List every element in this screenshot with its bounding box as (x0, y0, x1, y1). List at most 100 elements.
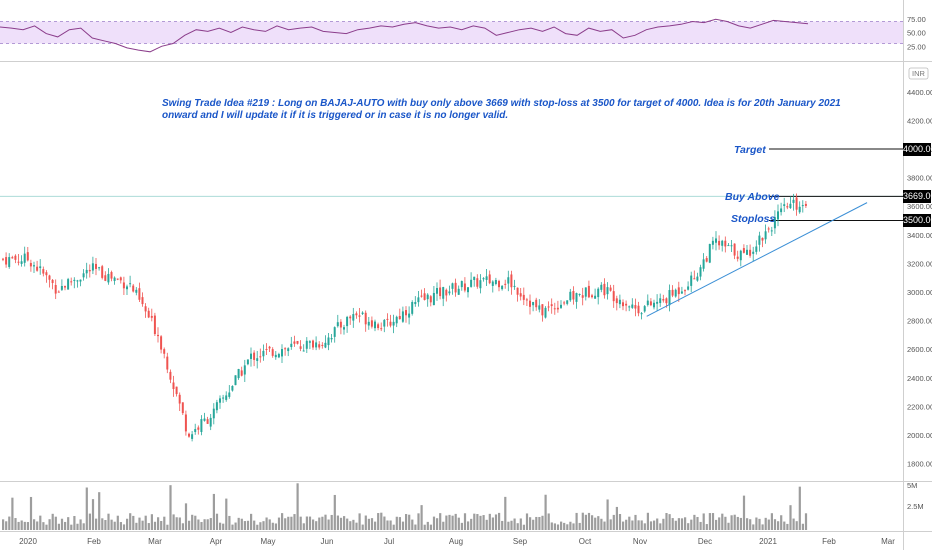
candle-body (8, 257, 11, 267)
volume-bar (401, 521, 405, 530)
volume-bar (20, 520, 23, 530)
volume-bar (693, 514, 696, 530)
candle-body (17, 261, 20, 263)
volume-bar (225, 498, 228, 530)
candle-body (200, 419, 203, 432)
candle-body (181, 402, 184, 414)
volume-bar (132, 515, 135, 530)
candle-body (625, 303, 628, 306)
candle-body (417, 297, 420, 303)
candle-body (628, 306, 631, 308)
volume-bar (200, 522, 203, 530)
candle-body (132, 285, 135, 292)
candle-body (798, 206, 801, 213)
candle-body (339, 321, 342, 328)
volume-bar (507, 521, 510, 530)
rsi-tick-label: 50.00 (907, 29, 926, 38)
candle-body (203, 418, 206, 421)
volume-bar (426, 521, 429, 530)
volume-bar (525, 513, 529, 530)
volume-bar (259, 522, 262, 530)
volume-bar (656, 518, 659, 530)
volume-bar (222, 523, 225, 530)
volume-bar (724, 516, 727, 530)
candle-body (594, 295, 597, 299)
volume-bar (494, 514, 498, 530)
volume-bar (501, 520, 504, 530)
candle-body (383, 319, 386, 327)
volume-bar (609, 519, 612, 530)
price-tick-label: 4200.00 (907, 116, 932, 125)
volume-bar (786, 523, 789, 530)
candle-body (48, 275, 51, 280)
volume-bar (780, 515, 783, 530)
volume-bar (575, 512, 578, 530)
volume-bar (411, 519, 414, 530)
volume-bar (101, 518, 104, 530)
candle-body (507, 277, 510, 284)
volume-bar (755, 517, 758, 530)
candle-body (448, 291, 451, 294)
volume-bar (569, 521, 572, 530)
volume-bar (17, 521, 20, 530)
time-tick-label: 2020 (19, 537, 37, 546)
candle-body (436, 288, 438, 294)
volume-bar (541, 515, 544, 530)
price-tick-label: 3800.00 (907, 174, 932, 183)
candle-body (439, 287, 442, 297)
candle-body (215, 402, 218, 411)
candle-body (122, 282, 125, 289)
candle-body (113, 277, 116, 281)
candle-body (708, 244, 711, 263)
volume-bar (293, 514, 296, 530)
candle-body (262, 350, 265, 357)
candle-body (29, 262, 32, 267)
volume-bar (163, 516, 166, 530)
candle-body (470, 279, 473, 287)
candle-body (209, 417, 212, 427)
volume-bar (370, 518, 374, 530)
candle-body (324, 342, 327, 348)
candle-body (188, 433, 190, 437)
candle-body (432, 292, 435, 306)
volume-bar (622, 521, 625, 530)
volume-bar (377, 513, 380, 530)
candle-body (64, 286, 66, 288)
volume-bar (48, 519, 51, 530)
volume-bar (29, 496, 33, 530)
volume-bar (721, 513, 724, 530)
candle-body (634, 305, 637, 309)
candle-body (445, 289, 448, 296)
candle-body (491, 281, 494, 286)
candle-body (659, 298, 662, 304)
time-tick-label: Feb (87, 537, 101, 546)
volume-bar (349, 521, 352, 530)
candle-body (243, 365, 246, 375)
volume-bar (343, 516, 346, 530)
time-tick-label: Aug (449, 537, 463, 546)
candle-body (463, 283, 466, 291)
candle-body (374, 321, 376, 329)
volume-bar (764, 517, 767, 530)
candle-body (451, 283, 454, 289)
candle-body (696, 276, 699, 281)
volume-bar (556, 524, 560, 530)
candle-body (256, 358, 259, 361)
volume-bar (783, 521, 786, 530)
volume-bar (420, 505, 423, 530)
volume-bar (70, 524, 73, 530)
candle-body (680, 291, 683, 294)
candle-body (361, 312, 364, 315)
volume-bar (243, 521, 246, 530)
candle-body (141, 297, 144, 305)
candle-body (222, 397, 225, 399)
price-tick-label: 3400.00 (907, 231, 932, 240)
volume-bar (321, 516, 324, 530)
time-tick-label: Mar (148, 537, 162, 546)
volume-bar (553, 523, 556, 530)
volume-bar (147, 523, 150, 530)
candle-body (364, 312, 367, 325)
time-tick-label: Mar (881, 537, 895, 546)
volume-bar (175, 517, 178, 530)
candle-body (780, 208, 783, 213)
